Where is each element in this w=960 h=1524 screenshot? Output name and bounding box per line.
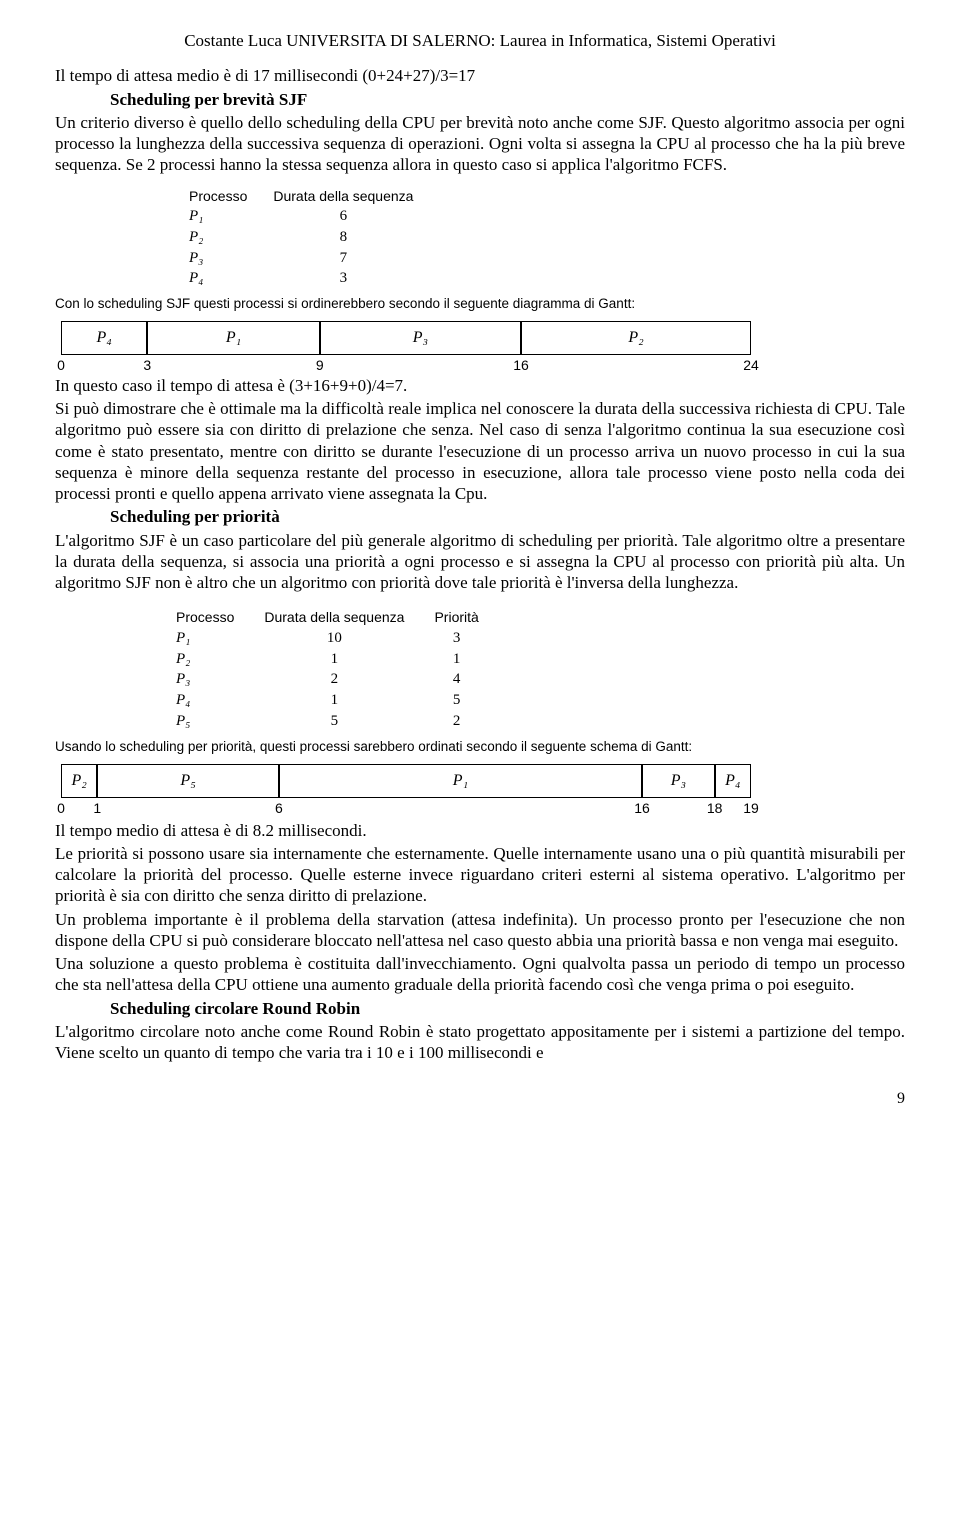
table-priority: Processo Durata della sequenza Priorità … bbox=[160, 607, 495, 732]
table-head-process: Processo bbox=[162, 609, 248, 627]
gantt-chart-priority: P₂P₅P₁P₃P₄016161819 bbox=[61, 764, 763, 812]
gantt-tick: 19 bbox=[743, 800, 759, 818]
table-head-duration: Durata della sequenza bbox=[250, 609, 418, 627]
paragraph-9: Una soluzione a questo problema è costit… bbox=[55, 953, 905, 996]
table-head-duration: Durata della sequenza bbox=[261, 188, 425, 206]
paragraph-6: Il tempo medio di attesa è di 8.2 millis… bbox=[55, 820, 905, 841]
table-cell: P₁ bbox=[162, 629, 248, 648]
table-cell: 2 bbox=[420, 712, 492, 731]
table-cell: P₅ bbox=[162, 712, 248, 731]
gantt-bar: P₂ bbox=[61, 764, 97, 798]
gantt-bar: P₄ bbox=[61, 321, 147, 355]
paragraph-5: L'algoritmo SJF è un caso particolare de… bbox=[55, 530, 905, 594]
gantt-tick: 0 bbox=[57, 357, 65, 375]
table-cell: 5 bbox=[420, 691, 492, 710]
paragraph-7: Le priorità si possono usare sia interna… bbox=[55, 843, 905, 907]
subheading-priority: Scheduling per priorità bbox=[110, 506, 905, 527]
figure-sjf: Processo Durata della sequenza P₁6 P₂8 P… bbox=[55, 186, 905, 367]
gantt-tick: 16 bbox=[513, 357, 529, 375]
table-cell: P₂ bbox=[177, 228, 259, 247]
gantt-bar: P₄ bbox=[715, 764, 751, 798]
subheading-sjf: Scheduling per brevità SJF bbox=[110, 89, 905, 110]
table-cell: 3 bbox=[261, 269, 425, 288]
table-cell: 3 bbox=[420, 629, 492, 648]
table-cell: 2 bbox=[250, 670, 418, 689]
subheading-round-robin: Scheduling circolare Round Robin bbox=[110, 998, 905, 1019]
table-head-process: Processo bbox=[177, 188, 259, 206]
page-number: 9 bbox=[55, 1089, 905, 1109]
gantt-tick: 18 bbox=[707, 800, 723, 818]
paragraph-10: L'algoritmo circolare noto anche come Ro… bbox=[55, 1021, 905, 1064]
table-cell: P₃ bbox=[177, 249, 259, 268]
gantt-tick: 6 bbox=[275, 800, 283, 818]
table-cell: 1 bbox=[250, 650, 418, 669]
table-cell: 7 bbox=[261, 249, 425, 268]
table-cell: P₂ bbox=[162, 650, 248, 669]
paragraph-4: Si può dimostrare che è ottimale ma la d… bbox=[55, 398, 905, 504]
paragraph-1: Il tempo di attesa medio è di 17 millise… bbox=[55, 65, 905, 86]
table-cell: 4 bbox=[420, 670, 492, 689]
paragraph-2: Un criterio diverso è quello dello sched… bbox=[55, 112, 905, 176]
gantt-tick: 0 bbox=[57, 800, 65, 818]
paragraph-8: Un problema importante è il problema del… bbox=[55, 909, 905, 952]
gantt-chart-sjf: P₄P₁P₃P₂0391624 bbox=[61, 321, 763, 367]
table-cell: P₄ bbox=[177, 269, 259, 288]
gantt-tick: 16 bbox=[634, 800, 650, 818]
table-cell: 8 bbox=[261, 228, 425, 247]
table-cell: P₄ bbox=[162, 691, 248, 710]
table-cell: 6 bbox=[261, 207, 425, 226]
figure-priority: Processo Durata della sequenza Priorità … bbox=[55, 607, 905, 811]
table-sjf-durations: Processo Durata della sequenza P₁6 P₂8 P… bbox=[175, 186, 427, 291]
table-head-priority: Priorità bbox=[420, 609, 492, 627]
table-cell: 1 bbox=[420, 650, 492, 669]
gantt-tick: 3 bbox=[143, 357, 151, 375]
gantt-priority-caption: Usando lo scheduling per priorità, quest… bbox=[55, 739, 905, 756]
gantt-bar: P₃ bbox=[320, 321, 521, 355]
page-header: Costante Luca UNIVERSITA DI SALERNO: Lau… bbox=[55, 30, 905, 51]
gantt-bar: P₂ bbox=[521, 321, 751, 355]
gantt-tick: 9 bbox=[316, 357, 324, 375]
gantt-bar: P₁ bbox=[279, 764, 642, 798]
table-cell: 1 bbox=[250, 691, 418, 710]
gantt-tick: 1 bbox=[93, 800, 101, 818]
gantt-bar: P₅ bbox=[97, 764, 279, 798]
gantt-bar: P₁ bbox=[147, 321, 320, 355]
table-cell: 10 bbox=[250, 629, 418, 648]
gantt-bar: P₃ bbox=[642, 764, 715, 798]
table-cell: P₃ bbox=[162, 670, 248, 689]
table-cell: P₁ bbox=[177, 207, 259, 226]
gantt-sjf-caption: Con lo scheduling SJF questi processi si… bbox=[55, 296, 905, 313]
paragraph-3: In questo caso il tempo di attesa è (3+1… bbox=[55, 375, 905, 396]
table-cell: 5 bbox=[250, 712, 418, 731]
gantt-tick: 24 bbox=[743, 357, 759, 375]
